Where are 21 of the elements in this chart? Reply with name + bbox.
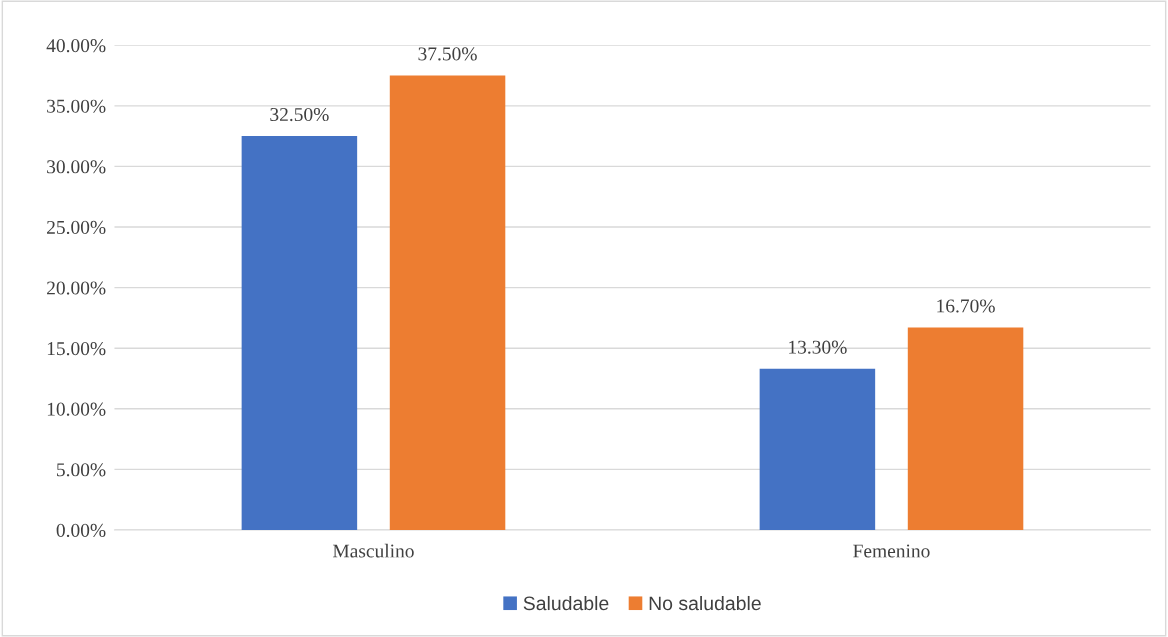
y-tick-label: 0.00% xyxy=(56,523,106,538)
x-tick-label: Femenino xyxy=(853,544,930,558)
y-tick-label: 35.00% xyxy=(47,99,106,113)
y-tick-label: 25.00% xyxy=(47,220,106,235)
legend-label: No saludable xyxy=(649,595,761,611)
data-label: 16.70% xyxy=(937,299,995,313)
data-label: 13.30% xyxy=(789,340,847,354)
data-label: 32.50% xyxy=(270,107,329,122)
y-tick-label: 20.00% xyxy=(47,281,106,295)
y-tick-label: 10.00% xyxy=(47,402,106,416)
bar xyxy=(907,327,1024,530)
x-tick-label: Masculino xyxy=(332,543,414,558)
y-tick-label: 30.00% xyxy=(47,160,106,174)
bar xyxy=(759,368,876,530)
y-tick-label: 15.00% xyxy=(47,342,106,356)
bar xyxy=(241,136,358,530)
y-tick-label: 5.00% xyxy=(57,463,106,477)
y-tick-label: 40.00% xyxy=(46,39,106,53)
bar xyxy=(389,75,506,530)
data-label: 37.50% xyxy=(418,47,477,61)
legend-label: Saludable xyxy=(523,595,609,611)
